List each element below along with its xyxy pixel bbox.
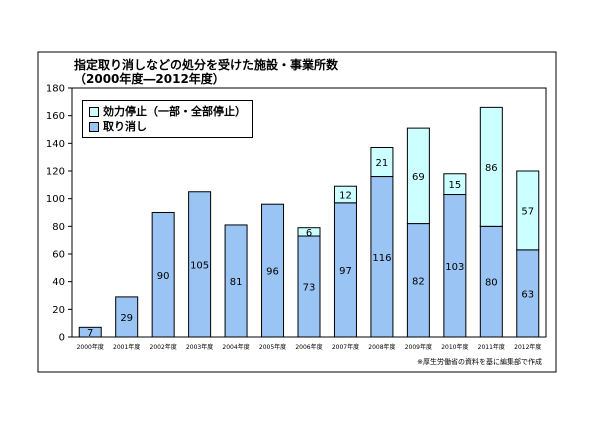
legend-label-suspension: 効力停止（一部・全部停止） bbox=[103, 105, 246, 118]
data-label: 90 bbox=[157, 271, 170, 282]
x-tick-label: 2006年度 bbox=[295, 343, 322, 351]
x-tick-label: 2004年度 bbox=[222, 343, 249, 351]
y-tick-label: 140 bbox=[46, 139, 65, 150]
x-tick-label: 2002年度 bbox=[150, 343, 177, 351]
data-label: 116 bbox=[372, 253, 391, 264]
data-label: 12 bbox=[339, 191, 352, 202]
data-label: 97 bbox=[339, 266, 352, 277]
legend-swatch-suspension bbox=[89, 106, 99, 117]
y-tick-label: 180 bbox=[46, 84, 65, 95]
x-tick-label: 2008年度 bbox=[368, 343, 395, 351]
y-tick-label: 120 bbox=[46, 167, 65, 178]
bar-suspension bbox=[443, 173, 467, 196]
y-tick-label: 80 bbox=[52, 222, 65, 233]
data-label: 6 bbox=[306, 228, 312, 239]
data-label: 73 bbox=[303, 283, 316, 294]
x-tick-label: 2001年度 bbox=[113, 343, 140, 351]
x-tick-label: 2009年度 bbox=[405, 343, 432, 351]
data-label: 29 bbox=[120, 313, 133, 324]
legend-swatch-revocation bbox=[89, 121, 99, 132]
data-label: 103 bbox=[445, 262, 464, 273]
bars-layer: 7 29 90 105 81 96 73 6 97 12 116 21 82 69 103 15 80 86 63 5… bbox=[78, 106, 540, 339]
x-tick-label: 2011年度 bbox=[478, 343, 505, 351]
y-tick-label: 60 bbox=[52, 250, 65, 261]
legend: 効力停止（一部・全部停止） 取り消し bbox=[82, 100, 253, 138]
data-label: 69 bbox=[412, 172, 425, 183]
bar-suspension bbox=[516, 170, 540, 251]
x-tick-label: 2005年度 bbox=[259, 343, 286, 351]
x-axis: 2000年度 2001年度 2002年度 2003年度 2004年度 2005年度 2006… bbox=[77, 343, 542, 351]
x-tick-label: 2012年度 bbox=[514, 343, 541, 351]
data-label: 57 bbox=[521, 206, 534, 217]
data-label: 86 bbox=[485, 163, 498, 174]
y-tick-label: 40 bbox=[52, 277, 65, 288]
data-label: 82 bbox=[412, 276, 425, 287]
bar-suspension bbox=[297, 227, 321, 237]
bar-revocation bbox=[188, 191, 212, 338]
legend-item-revocation: 取り消し bbox=[89, 119, 246, 134]
x-tick-label: 2010年度 bbox=[441, 343, 468, 351]
data-label: 15 bbox=[448, 180, 461, 191]
legend-item-suspension: 効力停止（一部・全部停止） bbox=[89, 104, 246, 119]
data-label: 81 bbox=[230, 277, 243, 288]
legend-label-revocation: 取り消し bbox=[103, 120, 147, 133]
data-label: 80 bbox=[485, 278, 498, 289]
y-axis: 0 20 40 60 80 100 120 140 160 180 bbox=[46, 84, 72, 344]
data-label: 21 bbox=[376, 158, 389, 169]
chart-title: 指定取り消しなどの処分を受けた施設・事業所数 bbox=[74, 58, 339, 72]
bar-suspension bbox=[370, 146, 394, 178]
x-tick-label: 2000年度 bbox=[77, 343, 104, 351]
chart-subtitle: （2000年度―2012年度） bbox=[74, 72, 225, 86]
bar-suspension bbox=[479, 106, 503, 227]
y-tick-label: 100 bbox=[46, 194, 65, 205]
x-tick-label: 2007年度 bbox=[332, 343, 359, 351]
y-tick-label: 160 bbox=[46, 111, 65, 122]
bar-revocation bbox=[224, 224, 248, 338]
x-tick-label: 2003年度 bbox=[186, 343, 213, 351]
bar-suspension bbox=[406, 127, 430, 225]
y-tick-label: 0 bbox=[59, 333, 65, 344]
bar-revocation bbox=[151, 212, 175, 338]
data-label: 96 bbox=[266, 267, 279, 278]
data-label: 7 bbox=[87, 328, 93, 339]
bar-revocation bbox=[78, 326, 102, 338]
y-tick-label: 20 bbox=[52, 305, 65, 316]
bar-suspension bbox=[333, 185, 357, 204]
data-label: 105 bbox=[190, 260, 209, 271]
source-note: ※厚生労働省の資料を基に編集部で作成 bbox=[417, 358, 542, 366]
data-label: 63 bbox=[521, 289, 534, 300]
bar-revocation bbox=[115, 296, 139, 338]
bar-revocation bbox=[261, 203, 285, 338]
